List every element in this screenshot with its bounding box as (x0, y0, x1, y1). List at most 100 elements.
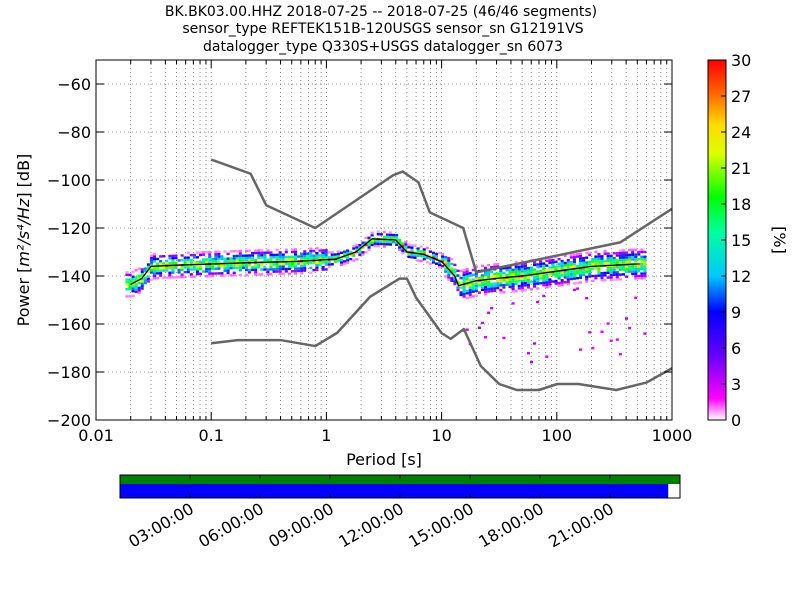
pdf-cell (468, 293, 472, 297)
pdf-cell (146, 275, 150, 278)
pdf-cell (597, 257, 601, 261)
pdf-cell (226, 271, 230, 275)
pdf-cell (223, 269, 227, 272)
pdf-cell (174, 256, 178, 260)
pdf-cell (416, 249, 420, 253)
pdf-cell (137, 286, 141, 290)
pdf-cell (575, 276, 580, 280)
pdf-cell (612, 259, 616, 262)
pdf-cell (468, 291, 472, 294)
pdf-cell (321, 268, 325, 271)
pdf-cell (484, 271, 488, 274)
pdf-cell (566, 271, 570, 274)
pdf-cell (131, 270, 135, 274)
pdf-cell (545, 276, 549, 279)
pdf-cell (514, 280, 518, 283)
pdf-cell (214, 272, 218, 275)
pdf-cell (131, 275, 135, 278)
pdf-cell (517, 287, 521, 290)
pdf-cell (281, 267, 285, 271)
pdf-cell (569, 277, 573, 281)
pdf-cell (539, 262, 543, 266)
pdf-cell (269, 265, 273, 269)
pdf-cell (214, 255, 218, 258)
pdf-cell (600, 271, 604, 275)
pdf-cell (287, 258, 291, 261)
pdf-cell (526, 269, 530, 272)
x-tick-label: 0.1 (198, 426, 223, 445)
pdf-cell (640, 277, 644, 280)
pdf-cell (624, 251, 629, 254)
pdf-cell (628, 265, 632, 269)
pdf-cell (223, 264, 227, 268)
pdf-cell (606, 252, 610, 255)
pdf-cell (269, 251, 273, 254)
pdf-cell (631, 272, 635, 276)
pdf-cell (640, 274, 644, 278)
pdf-cell (214, 250, 218, 254)
pdf-cell (631, 248, 635, 252)
pdf-cell (183, 275, 187, 279)
pdf-cell (186, 270, 190, 274)
pdf-cell (131, 282, 135, 286)
pdf-cell (214, 253, 218, 256)
pdf-cell (566, 266, 570, 269)
pdf-cell (526, 266, 530, 270)
pdf-cell (401, 242, 405, 245)
pdf-cell (208, 265, 212, 268)
pdf-cell (260, 251, 264, 255)
high-noise-model-line (210, 158, 673, 274)
pdf-cell (343, 252, 347, 256)
pdf-cell (542, 264, 546, 268)
pdf-cell (517, 284, 521, 288)
pdf-cell (238, 266, 242, 270)
pdf-cell (643, 250, 647, 254)
pdf-cell (364, 243, 368, 247)
pdf-cell (300, 262, 304, 265)
pdf-cell (143, 277, 147, 280)
pdf-cell (502, 336, 506, 340)
pdf-cell (125, 280, 129, 284)
pdf-cell (192, 265, 196, 269)
pdf-cell (152, 277, 157, 280)
pdf-cell (640, 262, 644, 266)
pdf-cell (297, 255, 301, 258)
pdf-cell (566, 283, 570, 286)
pdf-cell (609, 273, 613, 277)
pdf-cell (634, 296, 638, 300)
pdf-cell (572, 274, 576, 278)
pdf-cell (229, 264, 233, 267)
pdf-cell (263, 253, 267, 257)
pdf-cell (624, 256, 629, 259)
pdf-cell (140, 277, 144, 281)
pdf-cell (624, 265, 629, 269)
pdf-cell (346, 261, 350, 264)
pdf-cell (450, 257, 454, 261)
pdf-cell (293, 255, 298, 258)
pdf-cell (202, 260, 206, 264)
pdf-cell (493, 287, 497, 290)
pdf-cell (606, 257, 610, 260)
pdf-cell (533, 278, 537, 281)
pdf-cell (502, 286, 506, 289)
pdf-cell (438, 266, 442, 269)
pdf-cell (612, 271, 616, 274)
pdf-cell (511, 302, 515, 305)
pdf-cell (232, 274, 236, 277)
pdf-cell (269, 253, 273, 257)
pdf-cell (572, 265, 576, 268)
pdf-cell (312, 254, 316, 257)
pdf-cell (217, 272, 221, 275)
pdf-cell (474, 275, 478, 278)
pdf-cell (290, 270, 294, 273)
pdf-cell (496, 272, 500, 275)
pdf-cell (459, 293, 463, 297)
pdf-cell (447, 264, 451, 267)
pdf-cell (385, 235, 389, 239)
pdf-cell (441, 260, 445, 263)
pdf-cell (557, 277, 561, 280)
pdf-cell (548, 283, 552, 286)
pdf-cell (321, 261, 325, 264)
pdf-cell (244, 256, 249, 260)
pdf-cell (597, 262, 601, 265)
